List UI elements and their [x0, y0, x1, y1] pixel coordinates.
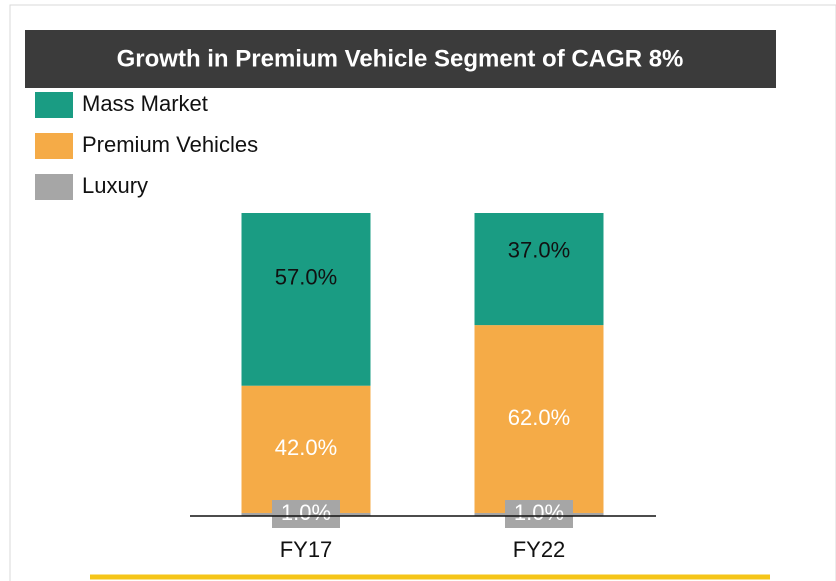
legend-label: Premium Vehicles: [82, 132, 258, 157]
value-label: 57.0%: [275, 265, 337, 290]
legend-swatch: [35, 174, 73, 200]
frame: [9, 4, 836, 581]
bar-segment: [241, 385, 371, 513]
x-tick-label: FY22: [513, 537, 566, 562]
value-label: 62.0%: [508, 405, 570, 430]
chart-title: Growth in Premium Vehicle Segment of CAG…: [117, 45, 684, 72]
legend-label: Luxury: [82, 173, 148, 198]
value-label-box: [272, 500, 340, 528]
value-label: 1.0%: [281, 500, 331, 525]
bar-segment: [241, 213, 371, 386]
legend-label: Mass Market: [82, 91, 208, 116]
bar-segment: [474, 213, 604, 326]
x-tick-label: FY17: [280, 537, 333, 562]
title-bar: [25, 30, 776, 88]
legend-swatch: [35, 133, 73, 159]
legend-swatch: [35, 92, 73, 118]
value-label: 1.0%: [514, 500, 564, 525]
bar-segment: [474, 325, 604, 513]
value-label: 37.0%: [508, 237, 570, 262]
value-label-box: [505, 500, 573, 528]
value-label: 42.0%: [275, 435, 337, 460]
